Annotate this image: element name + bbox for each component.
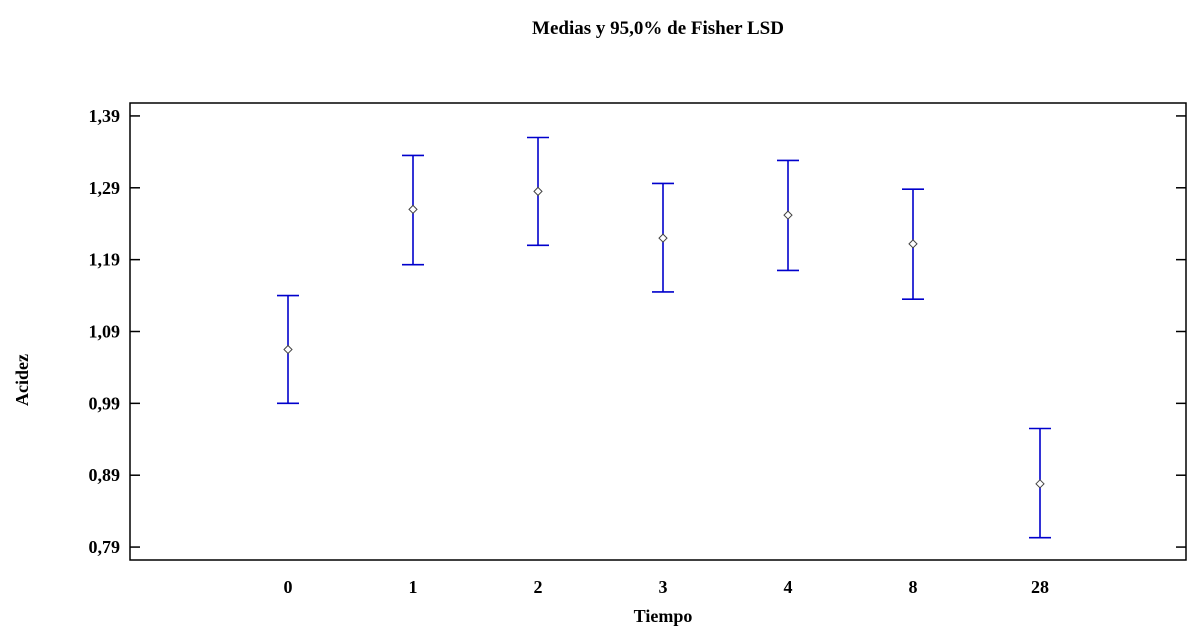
- error-bar: [277, 294, 299, 405]
- mean-marker: [783, 210, 793, 220]
- y-tick-label: 0,89: [89, 465, 121, 485]
- y-tick-label: 1,19: [89, 250, 121, 270]
- y-axis-label: Acidez: [12, 354, 32, 406]
- x-tick-label: 8: [909, 577, 918, 597]
- y-tick-label: 1,09: [89, 322, 121, 342]
- mean-marker: [908, 239, 918, 249]
- x-axis-label: Tiempo: [634, 606, 693, 626]
- mean-marker: [283, 344, 293, 355]
- y-tick-label: 1,39: [89, 106, 121, 126]
- error-bar: [777, 159, 799, 272]
- mean-marker: [533, 186, 543, 197]
- error-bar: [652, 182, 674, 293]
- error-bar: [1029, 427, 1051, 539]
- x-tick-label: 4: [784, 577, 793, 597]
- mean-marker: [1035, 479, 1045, 489]
- error-bar-series: [277, 136, 1051, 539]
- y-tick-label: 1,29: [89, 178, 121, 198]
- y-tick-label: 0,99: [89, 393, 121, 413]
- x-tick-label: 0: [284, 577, 293, 597]
- x-tick-label: 1: [409, 577, 418, 597]
- x-tick-label: 3: [659, 577, 668, 597]
- chart-title: Medias y 95,0% de Fisher LSD: [532, 18, 784, 39]
- x-axis: 0 1 2 3 4 8 28: [284, 577, 1050, 597]
- mean-marker: [658, 233, 668, 243]
- x-tick-label: 2: [534, 577, 543, 597]
- error-bar: [902, 188, 924, 300]
- y-tick-label: 0,79: [89, 537, 121, 557]
- error-bar: [402, 154, 424, 266]
- y-axis: 0,79 0,89 0,99 1,09 1,19 1,29 1,39: [89, 106, 1186, 557]
- x-tick-label: 28: [1031, 577, 1049, 597]
- mean-marker: [408, 204, 418, 215]
- error-bar: [527, 136, 549, 247]
